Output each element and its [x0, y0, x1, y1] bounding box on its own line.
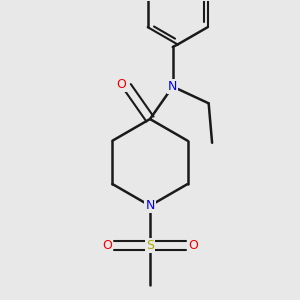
Text: N: N [145, 199, 155, 212]
Text: O: O [116, 78, 126, 91]
Text: O: O [188, 239, 198, 252]
Text: N: N [168, 80, 177, 93]
Text: S: S [146, 239, 154, 252]
Text: O: O [102, 239, 112, 252]
